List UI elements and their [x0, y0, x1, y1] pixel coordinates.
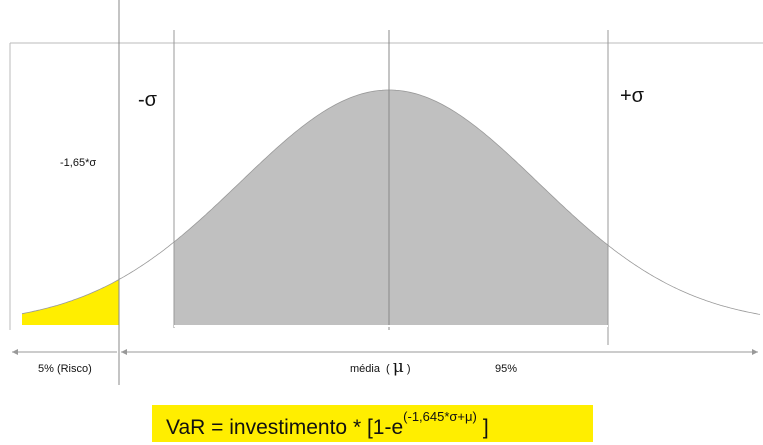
var-level-label: -1,65*σ — [60, 157, 96, 169]
mean-text: média — [350, 363, 381, 375]
formula-exponent: (-1,645*σ+μ) — [403, 409, 477, 424]
mu: μ — [393, 357, 404, 377]
formula-box — [152, 405, 593, 442]
mean-label: média( μ ) — [350, 357, 411, 377]
confidence-label: 95% — [495, 363, 517, 375]
confidence-area — [174, 90, 608, 325]
formula: VaR = investimento * [1-e(-1,645*σ+μ)] — [166, 409, 489, 439]
plus-sigma-label: +σ — [620, 85, 645, 107]
formula-main: VaR = investimento * [1-e — [166, 416, 403, 439]
arrow-head — [12, 349, 18, 355]
normal-curve — [21, 89, 761, 315]
risk-area — [22, 279, 119, 325]
minus-sigma-label: -σ — [138, 89, 158, 111]
risk-label: 5% (Risco) — [38, 363, 92, 375]
formula-close: ] — [483, 416, 489, 439]
